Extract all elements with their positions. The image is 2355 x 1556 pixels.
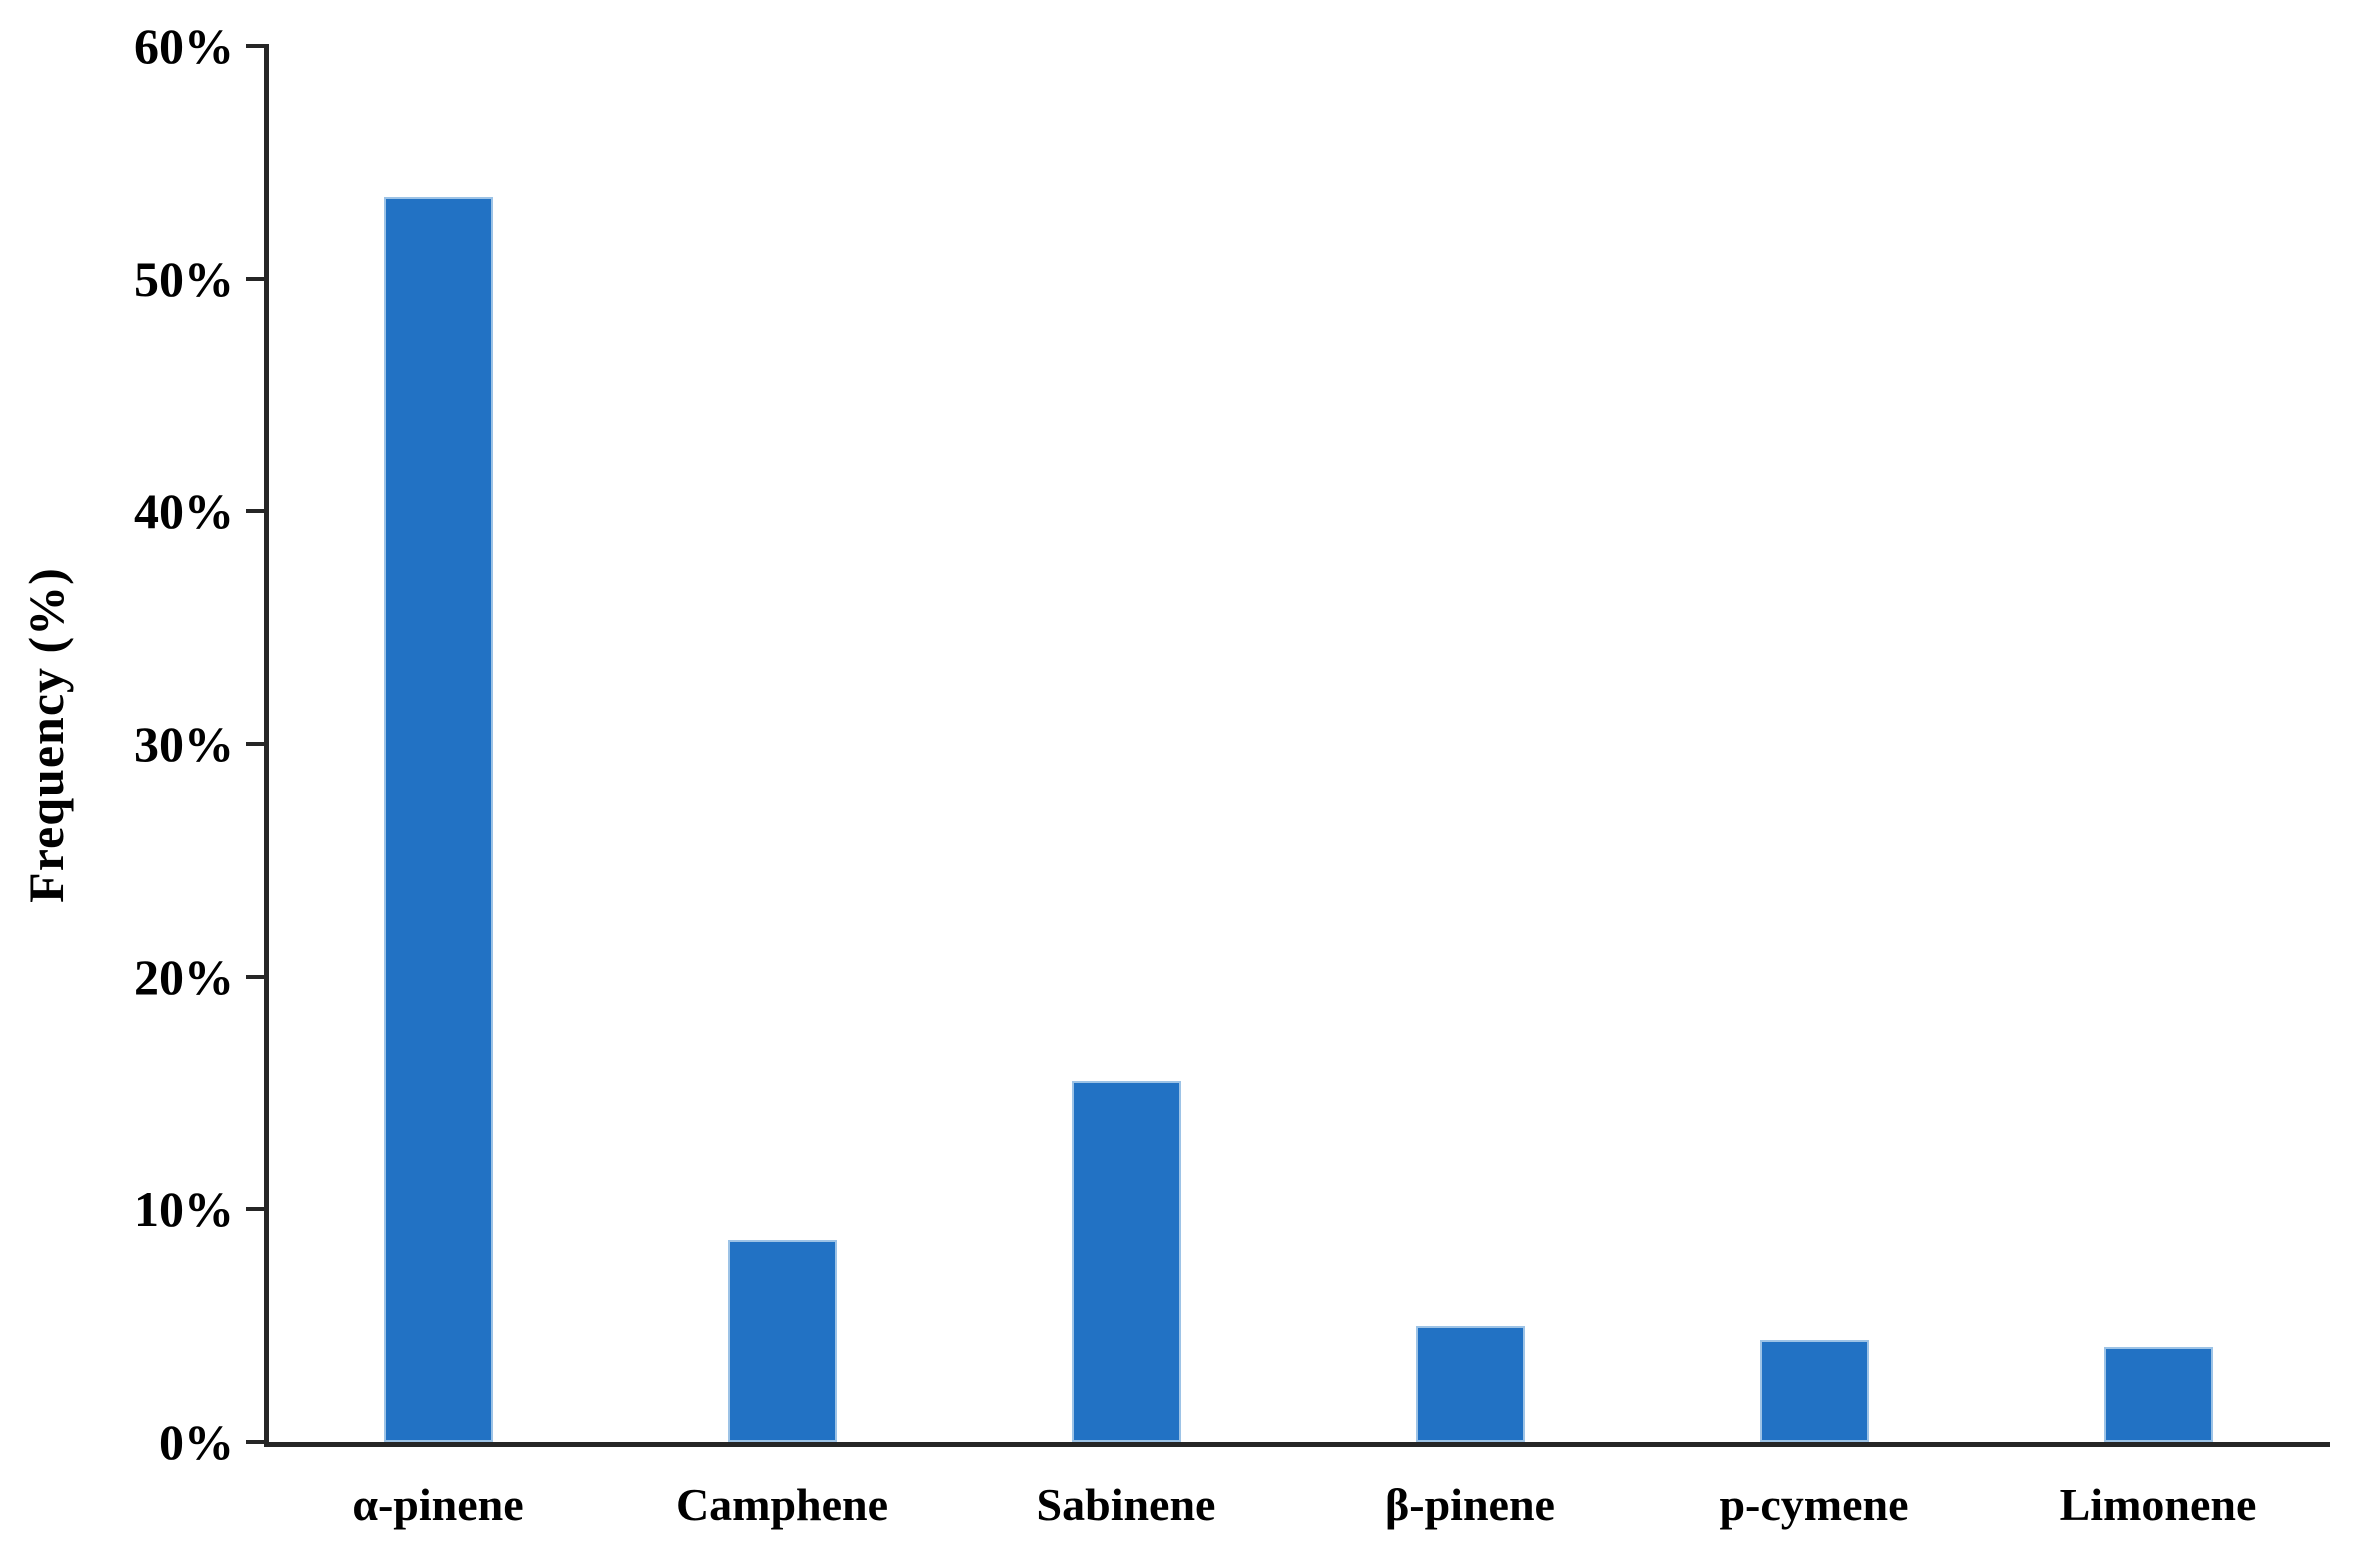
y-tick-mark — [246, 742, 265, 746]
x-axis-line — [264, 1442, 2330, 1447]
x-category-label: Sabinene — [1036, 1479, 1216, 1530]
y-axis-line — [264, 44, 269, 1447]
bar-Camphene — [727, 1239, 837, 1442]
bar-Limonene — [2103, 1346, 2213, 1442]
bar-α-pinene — [383, 197, 493, 1442]
y-tick-label: 40% — [134, 483, 234, 540]
y-tick-label: 10% — [134, 1181, 234, 1238]
y-tick-label: 60% — [134, 18, 234, 74]
y-tick-mark — [246, 974, 265, 979]
bar-Sabinene — [1071, 1081, 1181, 1442]
x-category-label: p-cymene — [1719, 1479, 1909, 1530]
x-category-label: Limonene — [2059, 1479, 2257, 1530]
y-tick-label: 30% — [134, 716, 234, 772]
y-tick-label: 0% — [159, 1414, 234, 1470]
y-tick-label: 50% — [134, 250, 234, 307]
y-tick-mark — [246, 44, 265, 48]
y-tick-mark — [246, 276, 265, 281]
y-tick-mark — [246, 1207, 265, 1212]
bar-β-pinene — [1415, 1325, 1525, 1442]
x-category-label: α-pinene — [352, 1479, 524, 1530]
x-category-label: β-pinene — [1385, 1479, 1555, 1530]
y-tick-mark — [246, 509, 265, 514]
y-tick-label: 20% — [134, 948, 234, 1005]
x-category-label: Camphene — [675, 1479, 889, 1530]
bar-p-cymene — [1759, 1339, 1869, 1442]
y-tick-mark — [246, 1440, 265, 1444]
